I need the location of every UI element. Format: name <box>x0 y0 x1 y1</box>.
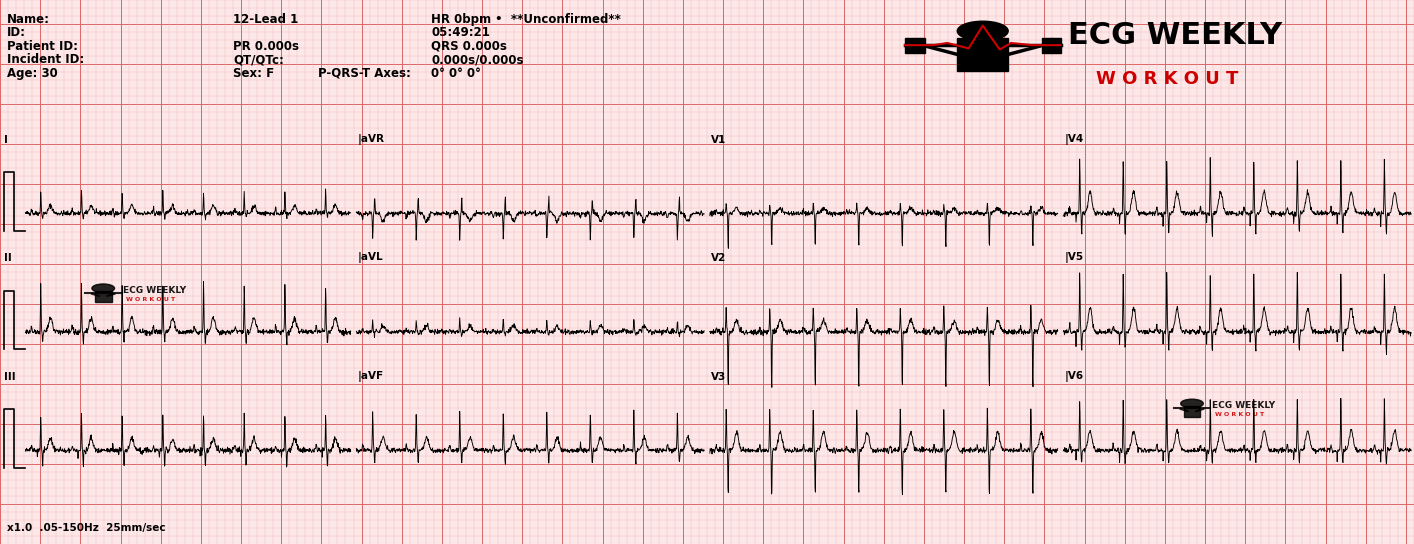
Bar <box>915 38 925 53</box>
Text: HR 0bpm: HR 0bpm <box>431 13 492 26</box>
Text: ECG WEEKLY: ECG WEEKLY <box>1212 401 1275 410</box>
Text: Sex: F: Sex: F <box>233 67 274 80</box>
Text: II: II <box>4 254 11 263</box>
Text: 05:49:21: 05:49:21 <box>431 26 491 39</box>
Bar <box>1042 38 1052 53</box>
Text: PR 0.000s: PR 0.000s <box>233 40 300 53</box>
Text: Incident ID:: Incident ID: <box>7 53 85 66</box>
Text: Age: 30: Age: 30 <box>7 67 58 80</box>
Text: P-QRS-T Axes:: P-QRS-T Axes: <box>318 67 411 80</box>
Text: W O R K O U T: W O R K O U T <box>126 296 175 302</box>
Bar <box>95 291 112 302</box>
Text: Patient ID:: Patient ID: <box>7 40 78 53</box>
Text: |aVR: |aVR <box>358 134 385 145</box>
Text: W O R K O U T: W O R K O U T <box>1215 412 1264 417</box>
Text: ECG WEEKLY: ECG WEEKLY <box>1068 21 1281 50</box>
Text: QRS 0.000s: QRS 0.000s <box>431 40 508 53</box>
Circle shape <box>957 21 1008 41</box>
Text: V2: V2 <box>711 254 727 263</box>
Text: 12-Lead 1: 12-Lead 1 <box>233 13 298 26</box>
Text: x1.0  .05-150Hz  25mm/sec: x1.0 .05-150Hz 25mm/sec <box>7 523 165 533</box>
Text: |aVL: |aVL <box>358 252 383 263</box>
Text: I: I <box>4 135 8 145</box>
Text: ID:: ID: <box>7 26 25 39</box>
Bar <box>905 38 915 53</box>
Bar <box>1051 38 1060 53</box>
Text: •  **Unconfirmed**: • **Unconfirmed** <box>495 13 621 26</box>
Bar <box>1184 406 1200 417</box>
Text: Name:: Name: <box>7 13 49 26</box>
Text: |V6: |V6 <box>1065 371 1085 382</box>
Text: W O R K O U T: W O R K O U T <box>1096 70 1239 88</box>
Text: |aVF: |aVF <box>358 371 383 382</box>
Text: 0.000s/0.000s: 0.000s/0.000s <box>431 53 523 66</box>
Circle shape <box>92 284 115 293</box>
Text: |V4: |V4 <box>1065 134 1085 145</box>
Text: 0° 0° 0°: 0° 0° 0° <box>431 67 481 80</box>
Circle shape <box>1181 399 1203 408</box>
Text: V1: V1 <box>711 135 727 145</box>
Text: QT/QTc:: QT/QTc: <box>233 53 284 66</box>
Text: |V5: |V5 <box>1065 252 1085 263</box>
Bar <box>957 38 1008 71</box>
Text: ECG WEEKLY: ECG WEEKLY <box>123 286 187 295</box>
Text: III: III <box>4 372 16 382</box>
Text: V3: V3 <box>711 372 727 382</box>
